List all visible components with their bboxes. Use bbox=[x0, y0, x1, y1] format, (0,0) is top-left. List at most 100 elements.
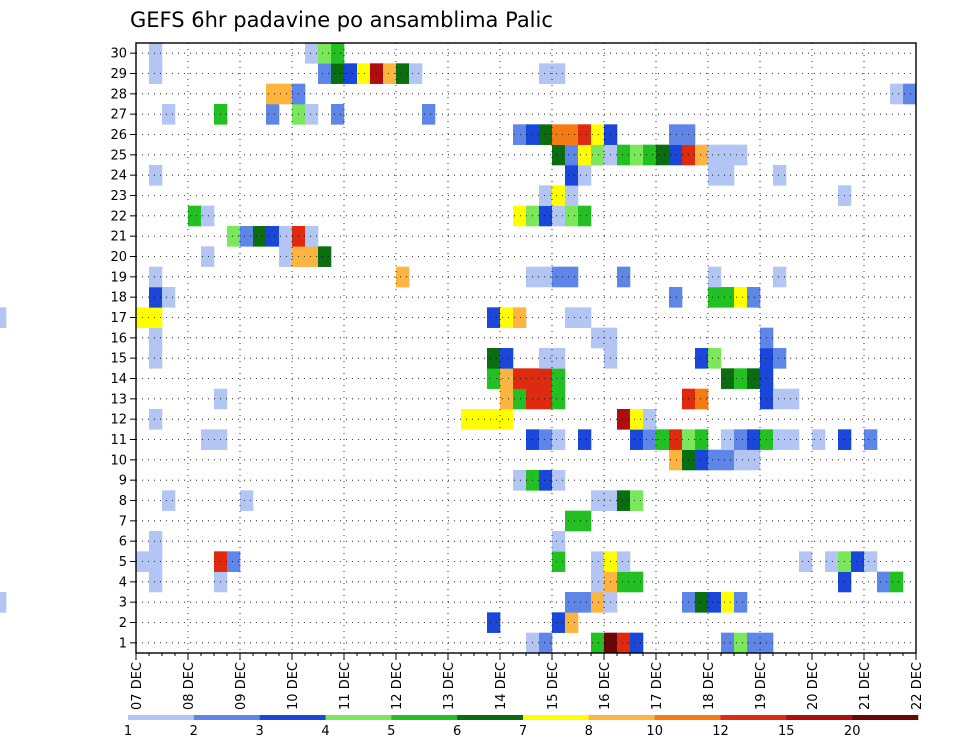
grid-lines bbox=[136, 43, 916, 653]
heatmap-cell bbox=[279, 246, 293, 267]
x-tick-label: 11 DEC bbox=[338, 662, 353, 710]
colorbar-segment bbox=[786, 715, 853, 720]
heatmap-cell bbox=[734, 368, 748, 389]
y-tick-label: 10 bbox=[110, 453, 127, 468]
x-tick-label: 14 DEC bbox=[494, 662, 509, 710]
colorbar-segment bbox=[457, 715, 524, 720]
heatmap-cell bbox=[552, 388, 566, 410]
heatmap-cell bbox=[539, 388, 553, 410]
y-tick-label: 25 bbox=[110, 148, 127, 163]
heatmap-cell bbox=[695, 429, 709, 450]
heatmap-cell bbox=[591, 632, 605, 654]
x-tick-label: 21 DEC bbox=[858, 662, 873, 710]
heatmap-cell bbox=[201, 205, 215, 227]
heatmap-cell bbox=[279, 226, 293, 247]
heatmap-cell bbox=[305, 226, 319, 247]
heatmap-cell bbox=[0, 592, 7, 613]
heatmap-cell bbox=[396, 266, 410, 288]
heatmap-cell bbox=[357, 63, 371, 84]
colorbar-segment bbox=[259, 715, 326, 720]
heatmap-cell bbox=[617, 490, 631, 511]
heatmap-cell bbox=[734, 632, 748, 654]
heatmap-cell bbox=[552, 63, 566, 84]
heatmap-cell bbox=[578, 124, 592, 145]
heatmap-cell bbox=[747, 368, 761, 389]
heatmap-cell bbox=[149, 348, 163, 369]
heatmap-cell bbox=[409, 63, 423, 84]
x-tick-label: 17 DEC bbox=[650, 662, 665, 710]
heatmap-cell bbox=[487, 409, 501, 430]
heatmap-cell bbox=[825, 551, 839, 572]
x-tick-label: 16 DEC bbox=[598, 662, 613, 710]
heatmap-cell bbox=[734, 287, 748, 308]
heatmap-cell bbox=[227, 226, 241, 247]
heatmap-cell bbox=[500, 409, 514, 430]
heatmap-cell bbox=[617, 266, 631, 288]
heatmap-cell bbox=[591, 327, 605, 349]
heatmap-cell bbox=[279, 83, 293, 105]
heatmap-cell bbox=[630, 632, 644, 654]
colorbar-label: 7 bbox=[519, 724, 527, 739]
heatmap-cell bbox=[266, 104, 280, 125]
heatmap-cell bbox=[552, 368, 566, 389]
heatmap-cell bbox=[617, 144, 631, 166]
heatmap-cell bbox=[773, 165, 787, 186]
y-tick-label: 16 bbox=[110, 331, 127, 346]
heatmap-cell bbox=[513, 124, 527, 145]
heatmap-cell bbox=[864, 429, 878, 450]
heatmap-cell bbox=[539, 124, 553, 145]
colorbar-label: 2 bbox=[190, 724, 198, 739]
heatmap-cell bbox=[474, 409, 488, 430]
heatmap-cell bbox=[565, 205, 579, 227]
colorbar-label: 1 bbox=[124, 724, 132, 739]
heatmap-cell bbox=[630, 490, 644, 511]
y-tick-label: 13 bbox=[110, 392, 127, 407]
heatmap-cell bbox=[487, 307, 501, 328]
heatmap-cell bbox=[513, 368, 527, 389]
heatmap-cell bbox=[721, 449, 735, 471]
x-tick-label: 13 DEC bbox=[442, 662, 457, 710]
heatmap-cell bbox=[669, 287, 683, 308]
heatmap-cell bbox=[578, 165, 592, 186]
heatmap-cell bbox=[708, 144, 722, 166]
heatmap-cell bbox=[201, 246, 215, 267]
heatmap-cell bbox=[734, 449, 748, 471]
heatmap-cell bbox=[734, 429, 748, 450]
x-tick-label: 22 DEC bbox=[910, 662, 925, 710]
x-tick-label: 18 DEC bbox=[702, 662, 717, 710]
heatmap-cell bbox=[149, 531, 163, 552]
heatmap-cell bbox=[149, 551, 163, 572]
heatmap-cell bbox=[149, 266, 163, 288]
heatmap-cell bbox=[656, 144, 670, 166]
x-tick-label: 09 DEC bbox=[234, 662, 249, 710]
y-tick-label: 23 bbox=[110, 189, 127, 204]
colorbar-label: 3 bbox=[256, 724, 264, 739]
heatmap-cell bbox=[565, 612, 579, 633]
colorbar-segment bbox=[128, 715, 195, 720]
x-tick-label: 08 DEC bbox=[182, 662, 197, 710]
y-tick-label: 9 bbox=[119, 474, 127, 489]
plot-frame bbox=[135, 42, 917, 654]
heatmap-cell bbox=[669, 449, 683, 471]
heatmap-cell bbox=[487, 348, 501, 369]
y-tick-label: 4 bbox=[119, 575, 127, 590]
heatmap-cell bbox=[708, 449, 722, 471]
heatmap-cell bbox=[266, 83, 280, 105]
heatmap-cell bbox=[773, 266, 787, 288]
heatmap-cell bbox=[669, 124, 683, 145]
colorbar-segment bbox=[852, 715, 919, 720]
heatmap-cell bbox=[656, 429, 670, 450]
heatmap-cell bbox=[149, 43, 163, 64]
heatmap-cell bbox=[149, 63, 163, 84]
heatmap-cell bbox=[591, 592, 605, 613]
y-tick-label: 2 bbox=[119, 616, 127, 631]
heatmap-cell bbox=[500, 388, 514, 410]
heatmap-cell bbox=[643, 144, 657, 166]
y-tick-label: 21 bbox=[110, 230, 127, 245]
heatmap-cell bbox=[721, 287, 735, 308]
heatmap-cell bbox=[266, 226, 280, 247]
heatmap-cell bbox=[305, 43, 319, 64]
heatmap-cell bbox=[487, 612, 501, 633]
heatmap-cell bbox=[786, 429, 800, 450]
heatmap-cell bbox=[721, 368, 735, 389]
